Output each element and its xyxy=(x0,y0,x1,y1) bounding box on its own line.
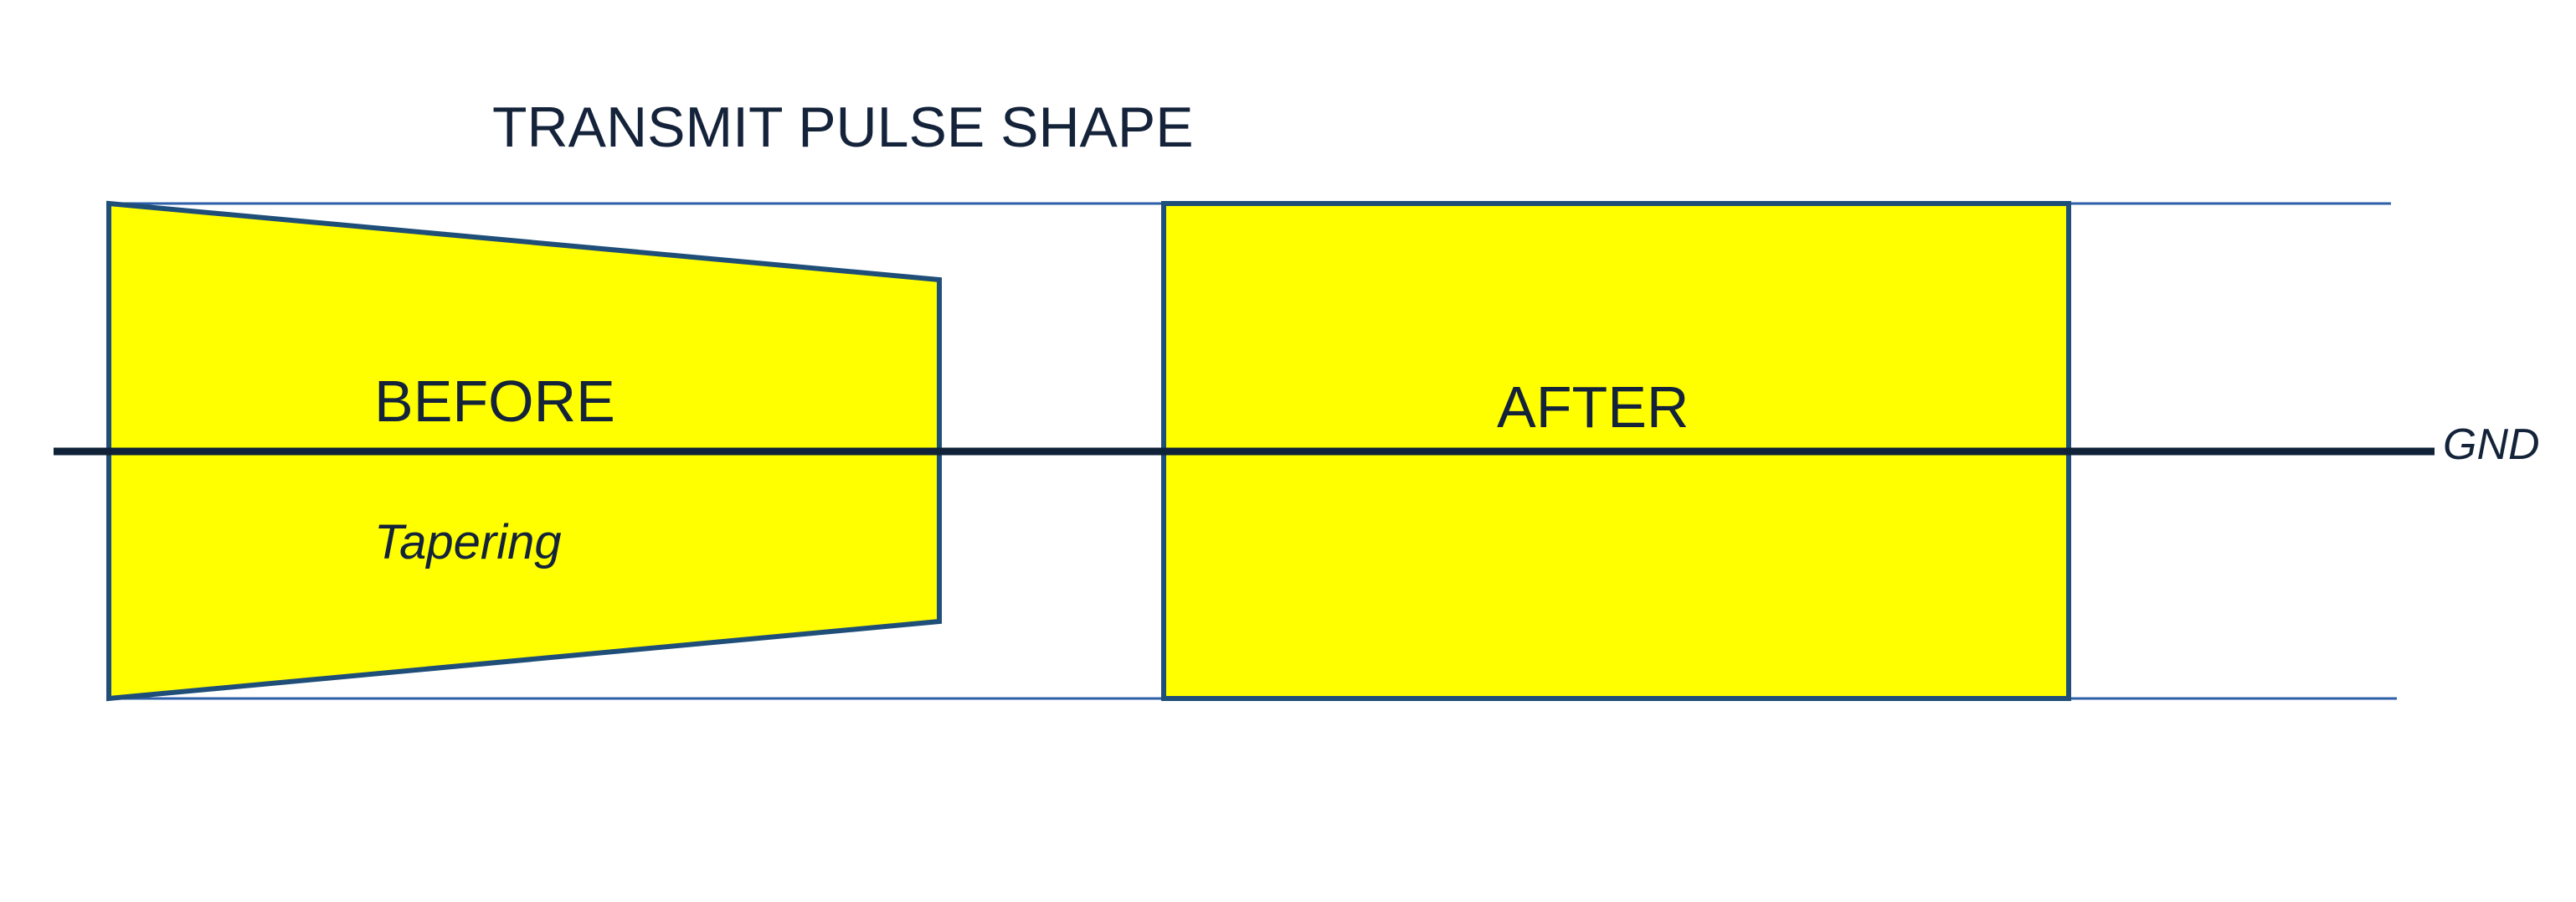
tapering-label: Tapering xyxy=(374,515,562,570)
before-label: BEFORE xyxy=(374,369,615,434)
after-label: AFTER xyxy=(1497,374,1689,440)
gnd-label: GND xyxy=(2443,420,2540,469)
diagram-title: TRANSMIT PULSE SHAPE xyxy=(492,95,1194,159)
